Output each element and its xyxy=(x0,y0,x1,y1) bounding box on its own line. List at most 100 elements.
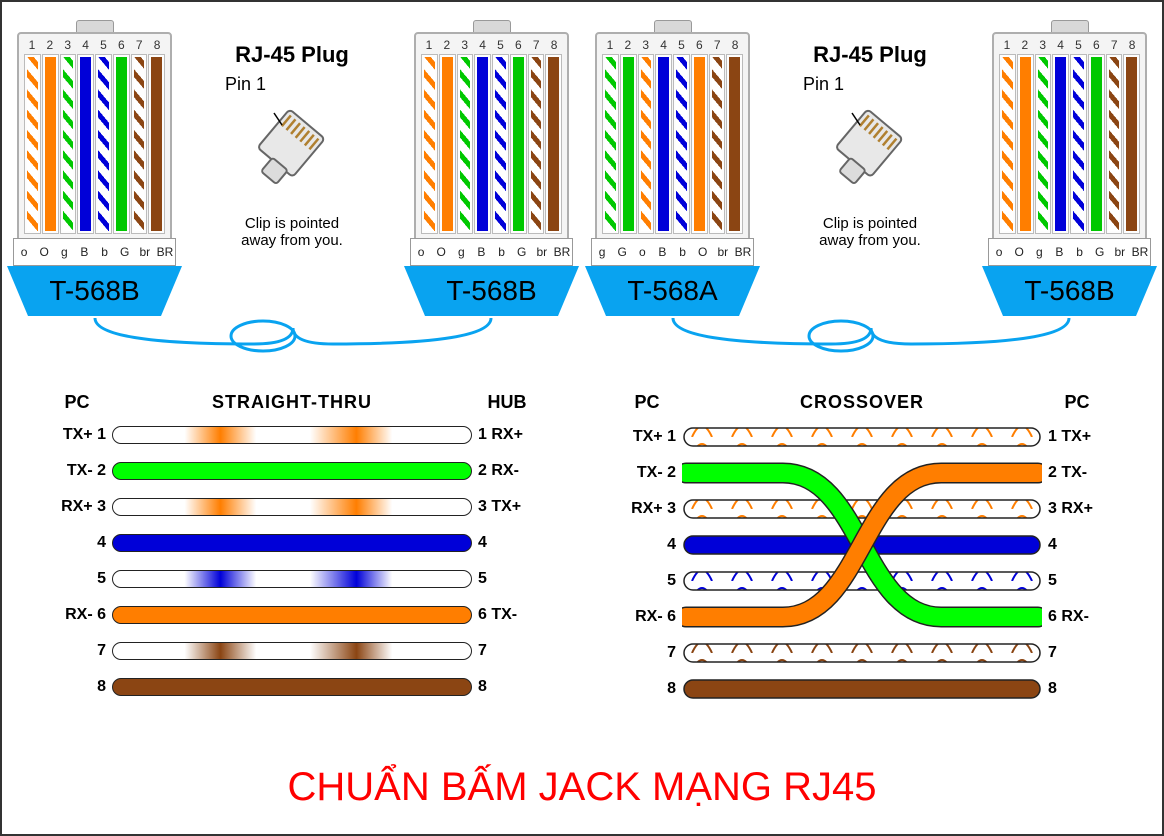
header-right: PC xyxy=(1042,392,1112,413)
wire-code: g xyxy=(592,245,612,259)
header-left: PC xyxy=(612,392,682,413)
wire-code: b xyxy=(492,245,512,259)
wire-code-band: oOgBbGbrBR xyxy=(13,238,176,266)
wire-brown xyxy=(148,54,165,234)
wire-code: b xyxy=(673,245,693,259)
row-label-right: 3 TX+ xyxy=(472,498,542,516)
pin-number: 7 xyxy=(527,38,545,52)
rj45-plug-t-568a: 12345678gGoBbObrBRT-568A xyxy=(595,32,750,342)
header-right: HUB xyxy=(472,392,542,413)
wire-white_brown xyxy=(709,54,726,234)
wire-white_green xyxy=(602,54,619,234)
wire-code: BR xyxy=(733,245,753,259)
wire-white_brown xyxy=(1106,54,1123,234)
row-label-right: 6 RX- xyxy=(1042,599,1112,635)
wire-code: B xyxy=(652,245,672,259)
wire-code: B xyxy=(471,245,491,259)
row-label-left: 4 xyxy=(612,527,682,563)
rj45-plug-icon-block: RJ-45 PlugPin 1 Clip is pointedaway from… xyxy=(775,42,965,249)
pin-number: 5 xyxy=(673,38,691,52)
pin-number: 3 xyxy=(456,38,474,52)
wire-orange xyxy=(1017,54,1034,234)
row-label-left: TX- 2 xyxy=(612,455,682,491)
wire-slots xyxy=(999,54,1140,234)
row-label-right: 7 xyxy=(472,642,542,660)
wire-white_green xyxy=(457,54,474,234)
pin-number: 7 xyxy=(1105,38,1123,52)
pin-numbers: 12345678 xyxy=(23,38,166,52)
straight-thru-diagram: PC STRAIGHT-THRU HUB TX+ 11 RX+TX- 22 RX… xyxy=(42,392,542,707)
row-label-left: 5 xyxy=(612,563,682,599)
wire-blue xyxy=(1052,54,1069,234)
pin-number: 5 xyxy=(1070,38,1088,52)
crossover-left-labels: TX+ 1TX- 2RX+ 345RX- 678 xyxy=(612,419,682,707)
wire-code: br xyxy=(713,245,733,259)
wiring-row: RX+ 3 3 TX+ xyxy=(42,491,542,523)
wire-bar xyxy=(112,498,472,516)
pin-number: 6 xyxy=(112,38,130,52)
plug-icon-caption: Clip is pointedaway from you. xyxy=(197,215,387,249)
wire-bar xyxy=(112,678,472,696)
row-label-right: 7 xyxy=(1042,635,1112,671)
wire-code-band: oOgBbGbrBR xyxy=(410,238,573,266)
wiring-row: 77 xyxy=(42,635,542,667)
pin-number: 8 xyxy=(726,38,744,52)
wire-green xyxy=(113,54,130,234)
header-mid: STRAIGHT-THRU xyxy=(112,392,472,413)
pin-number: 1 xyxy=(601,38,619,52)
pin-number: 5 xyxy=(492,38,510,52)
row-label-left: 4 xyxy=(42,534,112,552)
header-mid: CROSSOVER xyxy=(682,392,1042,413)
wire-brown xyxy=(726,54,743,234)
page-title: CHUẨN BẤM JACK MẠNG RJ45 xyxy=(2,765,1162,810)
pin-number: 8 xyxy=(1123,38,1141,52)
wire-code: BR xyxy=(552,245,572,259)
wire-code: G xyxy=(1090,245,1110,259)
pin-number: 4 xyxy=(77,38,95,52)
row-label-right: 3 RX+ xyxy=(1042,491,1112,527)
pin-number: 1 xyxy=(23,38,41,52)
wire-bar xyxy=(112,462,472,480)
pin1-label: Pin 1 xyxy=(225,74,387,95)
wire-bar xyxy=(112,606,472,624)
row-label-right: 4 xyxy=(1042,527,1112,563)
wire-slots xyxy=(421,54,562,234)
row-label-right: 2 RX- xyxy=(472,462,542,480)
wire-code: o xyxy=(411,245,431,259)
row-label-right: 5 xyxy=(1042,563,1112,599)
row-label-left: RX+ 3 xyxy=(612,491,682,527)
wire-green xyxy=(510,54,527,234)
wire-blue xyxy=(655,54,672,234)
row-label-right: 1 RX+ xyxy=(472,426,542,444)
plug-body: 12345678 xyxy=(595,32,750,242)
row-label-left: RX+ 3 xyxy=(42,498,112,516)
pin-number: 2 xyxy=(41,38,59,52)
wire-white_blue xyxy=(1070,54,1087,234)
diagram-canvas: 12345678oOgBbGbrBRT-568B12345678oOgBbGbr… xyxy=(0,0,1164,836)
pin-numbers: 12345678 xyxy=(420,38,563,52)
wire-bar xyxy=(684,428,1040,446)
wire-code: g xyxy=(54,245,74,259)
wire-bar xyxy=(684,572,1040,590)
wire-bar xyxy=(684,680,1040,698)
pin-number: 7 xyxy=(708,38,726,52)
pin-number: 7 xyxy=(130,38,148,52)
pin1-label: Pin 1 xyxy=(803,74,965,95)
plug-body: 12345678 xyxy=(992,32,1147,242)
pin-number: 4 xyxy=(655,38,673,52)
wire-bar xyxy=(684,644,1040,662)
wiring-header: PC STRAIGHT-THRU HUB xyxy=(42,392,542,413)
wire-white_blue xyxy=(95,54,112,234)
row-label-left: 7 xyxy=(612,635,682,671)
rj45-plug-t-568b: 12345678oOgBbGbrBRT-568B xyxy=(414,32,569,342)
wire-code: G xyxy=(115,245,135,259)
wire-code: o xyxy=(632,245,652,259)
wiring-row: RX- 66 TX- xyxy=(42,599,542,631)
wire-brown xyxy=(1123,54,1140,234)
crossover-body: TX+ 1TX- 2RX+ 345RX- 6781 TX+2 TX-3 RX+4… xyxy=(612,419,1112,707)
wire-blue xyxy=(77,54,94,234)
pin-number: 5 xyxy=(95,38,113,52)
wiring-row: 44 xyxy=(42,527,542,559)
pin-number: 6 xyxy=(1087,38,1105,52)
wire-code: g xyxy=(1029,245,1049,259)
